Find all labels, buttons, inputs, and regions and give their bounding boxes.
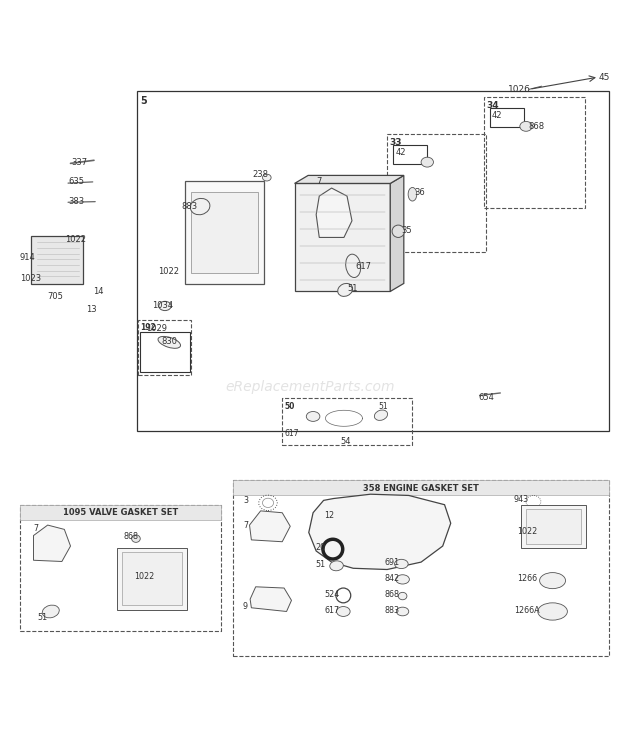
Text: 1026: 1026 xyxy=(508,86,530,94)
FancyBboxPatch shape xyxy=(521,504,586,548)
Text: 34: 34 xyxy=(487,101,499,110)
Ellipse shape xyxy=(337,606,350,617)
Polygon shape xyxy=(33,525,71,562)
FancyBboxPatch shape xyxy=(185,181,264,284)
Ellipse shape xyxy=(408,187,417,201)
Text: 358 ENGINE GASKET SET: 358 ENGINE GASKET SET xyxy=(363,484,479,493)
Ellipse shape xyxy=(539,573,565,589)
Text: 842: 842 xyxy=(384,574,399,583)
Polygon shape xyxy=(250,587,291,612)
Text: 51: 51 xyxy=(347,284,358,293)
Ellipse shape xyxy=(131,535,140,542)
Text: 617: 617 xyxy=(325,606,340,615)
Text: 13: 13 xyxy=(86,305,97,314)
Text: 524: 524 xyxy=(325,590,340,599)
Text: 1266: 1266 xyxy=(517,574,538,583)
Polygon shape xyxy=(31,236,83,284)
Text: 7: 7 xyxy=(33,524,38,533)
Ellipse shape xyxy=(421,157,433,167)
Text: 914: 914 xyxy=(20,253,36,262)
Ellipse shape xyxy=(262,174,271,181)
Text: 42: 42 xyxy=(395,148,405,158)
FancyBboxPatch shape xyxy=(294,184,390,292)
Ellipse shape xyxy=(396,607,409,616)
Text: 1022: 1022 xyxy=(158,267,179,276)
Ellipse shape xyxy=(330,561,343,571)
Text: 33: 33 xyxy=(389,138,402,147)
Text: eReplacementParts.com: eReplacementParts.com xyxy=(225,380,395,394)
Text: 1029: 1029 xyxy=(146,324,167,333)
Text: 51: 51 xyxy=(378,402,388,411)
Ellipse shape xyxy=(396,575,409,584)
FancyBboxPatch shape xyxy=(526,509,581,544)
Text: 9: 9 xyxy=(242,602,247,611)
Polygon shape xyxy=(294,176,404,184)
Text: 51: 51 xyxy=(315,560,325,569)
Text: 1023: 1023 xyxy=(20,275,41,283)
Ellipse shape xyxy=(159,301,171,310)
Text: 654: 654 xyxy=(478,394,494,403)
Polygon shape xyxy=(309,494,451,569)
FancyBboxPatch shape xyxy=(122,552,182,606)
FancyBboxPatch shape xyxy=(192,192,258,273)
Text: 830: 830 xyxy=(162,336,178,346)
Ellipse shape xyxy=(394,559,408,568)
Text: 1095 VALVE GASKET SET: 1095 VALVE GASKET SET xyxy=(63,508,178,517)
Ellipse shape xyxy=(190,199,210,215)
Text: 42: 42 xyxy=(492,112,503,121)
Text: 7: 7 xyxy=(243,521,249,530)
Text: 617: 617 xyxy=(356,262,371,271)
Text: 1022: 1022 xyxy=(134,572,154,581)
Text: 192: 192 xyxy=(140,323,156,333)
Text: 383: 383 xyxy=(68,196,84,205)
Text: 45: 45 xyxy=(599,73,610,82)
Text: 3: 3 xyxy=(243,496,249,505)
Ellipse shape xyxy=(374,410,388,420)
Ellipse shape xyxy=(520,121,532,131)
Text: 51: 51 xyxy=(37,613,47,622)
Text: 1034: 1034 xyxy=(152,301,173,310)
Polygon shape xyxy=(316,188,352,237)
Text: 20: 20 xyxy=(315,543,325,552)
Text: 883: 883 xyxy=(384,606,399,615)
Ellipse shape xyxy=(346,254,361,278)
Polygon shape xyxy=(390,176,404,292)
Ellipse shape xyxy=(538,603,567,620)
Ellipse shape xyxy=(158,336,180,348)
Text: 337: 337 xyxy=(71,158,87,167)
Ellipse shape xyxy=(398,592,407,600)
Text: 14: 14 xyxy=(93,287,104,296)
Text: 617: 617 xyxy=(285,429,299,438)
Text: 5: 5 xyxy=(140,96,147,106)
Text: 12: 12 xyxy=(324,510,334,520)
Polygon shape xyxy=(249,511,290,542)
Text: 1022: 1022 xyxy=(517,527,538,536)
Text: 1266A: 1266A xyxy=(514,606,539,615)
Ellipse shape xyxy=(338,283,353,296)
Text: 691: 691 xyxy=(384,558,399,567)
Text: 54: 54 xyxy=(340,437,351,446)
Text: 943: 943 xyxy=(514,496,529,504)
Text: 868: 868 xyxy=(123,532,139,542)
Text: 883: 883 xyxy=(182,202,198,211)
Text: 868: 868 xyxy=(528,123,544,132)
Text: 35: 35 xyxy=(401,226,412,235)
FancyBboxPatch shape xyxy=(117,548,187,609)
Ellipse shape xyxy=(392,225,404,237)
Text: 1022: 1022 xyxy=(66,235,87,245)
Text: 868: 868 xyxy=(384,590,399,599)
Text: 36: 36 xyxy=(414,188,425,197)
Text: 238: 238 xyxy=(252,170,268,179)
Text: 705: 705 xyxy=(47,292,63,301)
FancyBboxPatch shape xyxy=(233,480,609,496)
Text: 7: 7 xyxy=(316,177,322,187)
FancyBboxPatch shape xyxy=(20,504,221,520)
Text: 50: 50 xyxy=(285,402,295,411)
Ellipse shape xyxy=(306,411,320,421)
Text: 635: 635 xyxy=(68,177,84,187)
Ellipse shape xyxy=(42,605,60,618)
